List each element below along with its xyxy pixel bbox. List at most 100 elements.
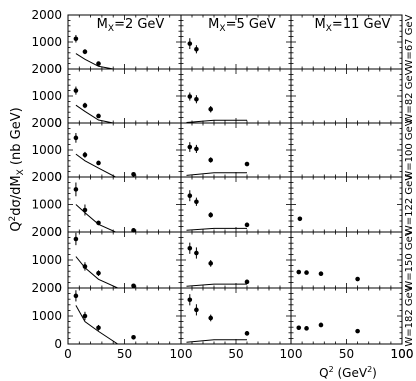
model-curve (186, 283, 247, 287)
model-curve (75, 53, 136, 70)
data-point (82, 152, 88, 158)
data-point (187, 144, 193, 150)
x-tick-label: 100 (280, 347, 303, 361)
model-curve (186, 339, 247, 343)
x-tick-label: 0 (64, 347, 72, 361)
y-tick-label: 2000 (31, 225, 62, 239)
column-title: MX=5 GeV (208, 17, 276, 34)
data-point (304, 270, 309, 275)
panel-frame-r4-c3 (290, 176, 403, 233)
data-point (96, 160, 101, 166)
data-point (96, 220, 101, 226)
data-point (296, 269, 302, 275)
data-point (244, 222, 250, 228)
data-point (96, 325, 101, 331)
data-point (194, 199, 199, 205)
data-point (73, 135, 79, 141)
x-tick-label: 50 (339, 347, 354, 361)
y-tick-label: 2000 (31, 170, 62, 184)
y-tick-label: 0 (54, 281, 62, 295)
y-tick-label: 2000 (31, 62, 62, 76)
y-tick-label: 1000 (31, 198, 62, 212)
model-curve (75, 305, 136, 345)
data-point (297, 216, 303, 222)
x-tick-label: 50 (228, 347, 243, 361)
panel-frame-r2-c3 (290, 68, 403, 124)
y-axis-title: Q2dσ/dMX (nb GeV) (8, 107, 26, 231)
data-point (82, 313, 88, 319)
y-tick-label: 0 (54, 170, 62, 184)
data-point (96, 61, 101, 66)
row-label: W=182 GeV (404, 285, 415, 346)
data-point (208, 157, 213, 163)
x-tick-label: 100 (391, 347, 414, 361)
row-label: W=100 GeV (404, 119, 415, 180)
data-point (96, 113, 101, 119)
column-title: MX=2 GeV (97, 17, 165, 34)
data-point (187, 193, 193, 198)
panel-frame-r4-c2 (180, 176, 292, 233)
panel-frame-r3-c1 (67, 122, 182, 178)
data-point (187, 297, 193, 303)
y-tick-label: 2000 (31, 8, 62, 22)
data-point (187, 245, 193, 251)
data-point (194, 307, 199, 313)
data-point (296, 325, 302, 331)
data-point (73, 88, 79, 93)
column-title: MX=11 GeV (315, 17, 391, 34)
data-point (187, 94, 193, 99)
data-point (355, 328, 360, 334)
panel-frame-r6-c2 (180, 287, 292, 345)
y-tick-label: 0 (54, 116, 62, 130)
data-point (208, 261, 213, 266)
model-curve (186, 172, 247, 176)
model-curve (186, 119, 247, 123)
y-tick-label: 2000 (31, 116, 62, 130)
data-point (73, 187, 79, 192)
data-point (318, 322, 324, 328)
data-point (244, 279, 250, 285)
data-point (244, 331, 250, 336)
panel-frame-r2-c1 (67, 68, 182, 124)
y-tick-label: 2000 (31, 281, 62, 295)
data-point (194, 96, 199, 102)
x-tick-label: 100 (170, 347, 193, 361)
y-tick-label: 0 (54, 225, 62, 239)
data-point (131, 334, 136, 340)
y-tick-label: 0 (54, 62, 62, 76)
panel-frame-r5-c2 (180, 231, 292, 289)
panel-frame-r5-c1 (67, 231, 182, 289)
data-point (73, 293, 79, 299)
model-curve (186, 227, 247, 231)
y-tick-label: 1000 (31, 143, 62, 157)
data-point (131, 172, 136, 177)
x-axis-title: Q2 (GeV2) (319, 365, 377, 380)
data-point (82, 49, 88, 55)
y-tick-label: 1000 (31, 309, 62, 323)
data-point (355, 276, 360, 282)
data-point (194, 46, 199, 52)
data-point (187, 41, 193, 46)
model-curve (75, 256, 136, 289)
data-point (96, 270, 101, 276)
y-tick-label: 1000 (31, 35, 62, 49)
data-point (194, 146, 199, 152)
panel-frame-r2-c2 (180, 68, 292, 124)
row-label: W=67 GeV (404, 14, 415, 69)
x-tick-label: 50 (117, 347, 132, 361)
y-tick-label: 0 (54, 337, 62, 351)
x-tick-label: 100 (391, 347, 414, 361)
data-point (208, 315, 213, 321)
data-point (304, 326, 309, 331)
y-tick-label: 1000 (31, 89, 62, 103)
data-point (82, 264, 88, 269)
data-point (194, 250, 199, 256)
data-point (131, 283, 136, 289)
y-tick-label: 1000 (31, 253, 62, 267)
row-label: W=82 GeV (404, 68, 415, 123)
panel-frame-r6-c3 (290, 287, 403, 345)
data-point (208, 212, 213, 218)
data-point (73, 36, 79, 42)
data-point (208, 106, 213, 112)
